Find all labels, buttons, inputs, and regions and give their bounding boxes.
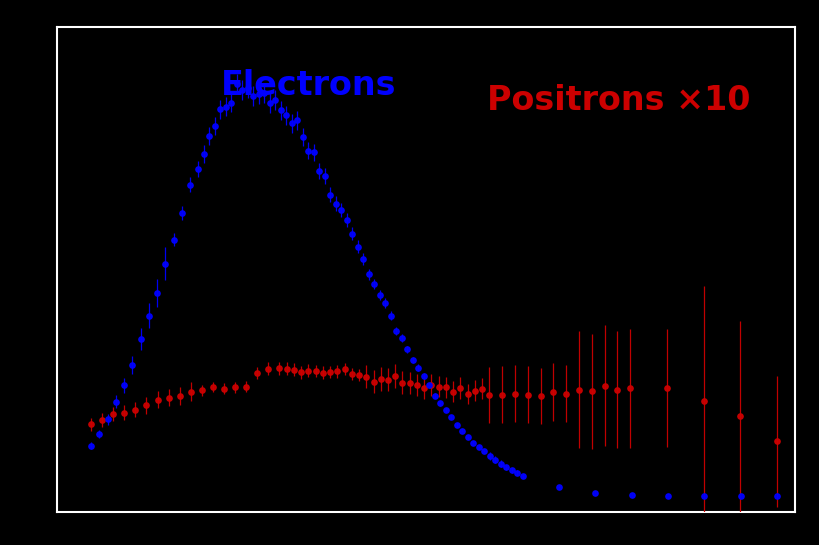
Text: Positrons ×10: Positrons ×10 — [486, 83, 749, 117]
Text: Electrons: Electrons — [220, 69, 396, 102]
